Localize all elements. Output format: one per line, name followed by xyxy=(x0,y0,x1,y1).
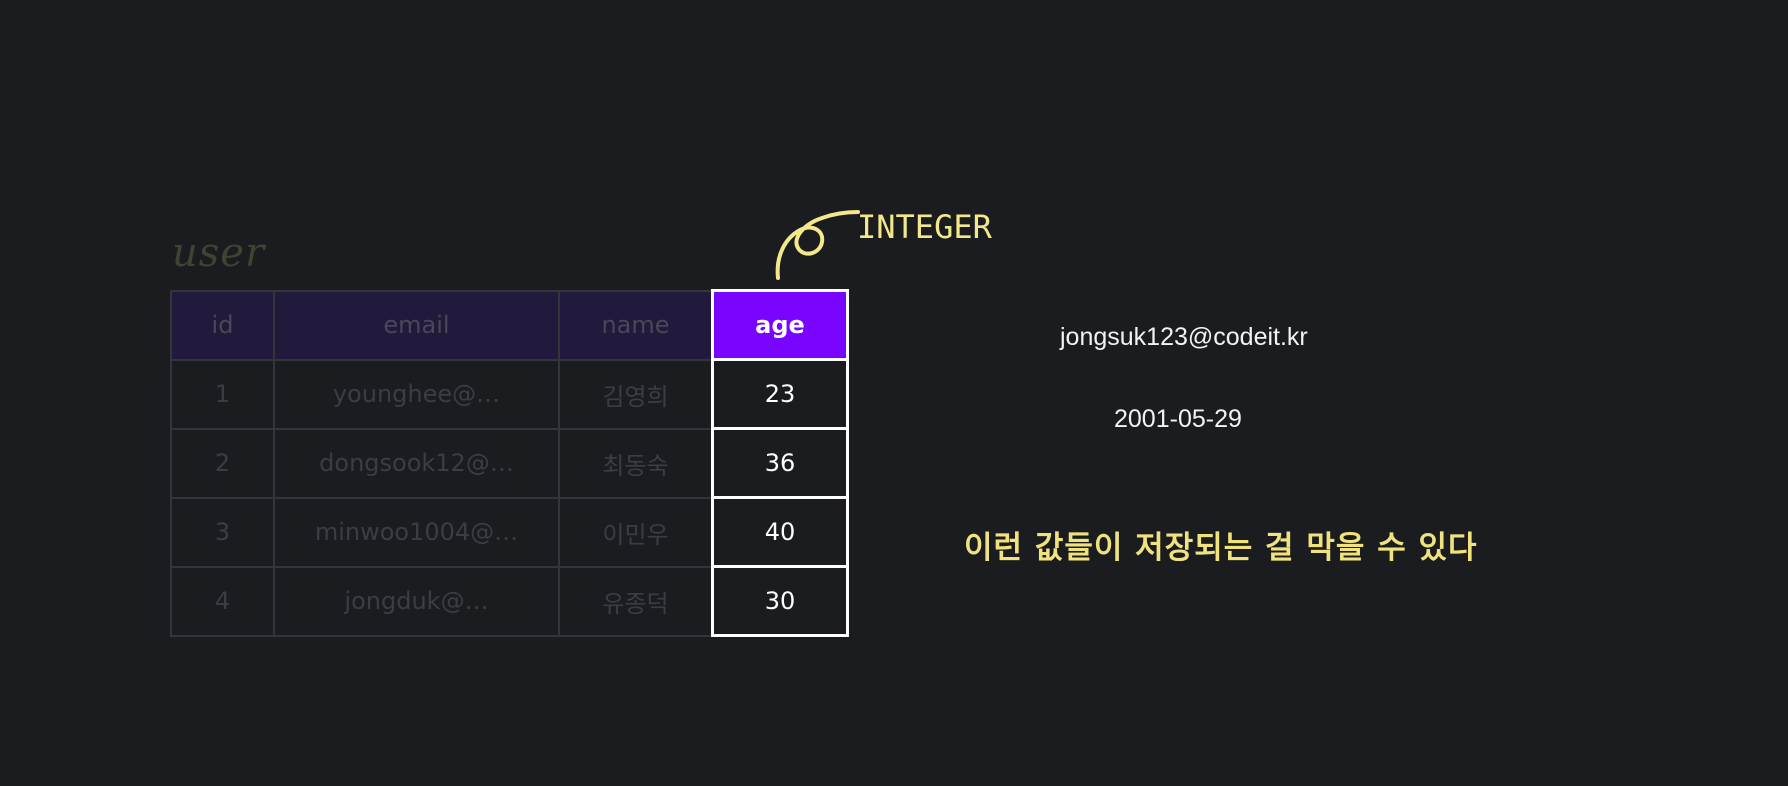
cell-email: dongsook12@… xyxy=(273,427,560,499)
column-header-email: email xyxy=(273,289,560,361)
cell-email: younghee@… xyxy=(273,358,560,430)
example-email-value: jongsuk123@codeit.kr xyxy=(1060,323,1308,351)
cell-age: 23 xyxy=(711,358,849,430)
column-header-age: age xyxy=(711,289,849,361)
column-header-name: name xyxy=(558,289,714,361)
cell-id: 3 xyxy=(170,496,275,568)
user-table: id email name age 1 younghee@… 김영희 23 2 … xyxy=(170,289,849,637)
cell-id: 1 xyxy=(170,358,275,430)
cell-name: 최동숙 xyxy=(558,427,714,499)
cell-name: 이민우 xyxy=(558,496,714,568)
table-row: 2 dongsook12@… 최동숙 36 xyxy=(170,427,849,499)
cell-email: jongduk@… xyxy=(273,565,560,637)
table-row: 3 minwoo1004@… 이민우 40 xyxy=(170,496,849,568)
table-header-row: id email name age xyxy=(170,289,849,361)
cell-id: 2 xyxy=(170,427,275,499)
cell-name: 김영희 xyxy=(558,358,714,430)
cell-age: 40 xyxy=(711,496,849,568)
cell-id: 4 xyxy=(170,565,275,637)
table-title: user xyxy=(172,230,266,276)
curl-arrow-icon xyxy=(775,210,860,280)
cell-age: 36 xyxy=(711,427,849,499)
cell-name: 유종덕 xyxy=(558,565,714,637)
annotation-note: 이런 값들이 저장되는 걸 막을 수 있다 xyxy=(964,530,1478,566)
column-header-id: id xyxy=(170,289,275,361)
example-date-value: 2001-05-29 xyxy=(1114,405,1242,433)
table-row: 1 younghee@… 김영희 23 xyxy=(170,358,849,430)
cell-email: minwoo1004@… xyxy=(273,496,560,568)
cell-age: 30 xyxy=(711,565,849,637)
table-row: 4 jongduk@… 유종덕 30 xyxy=(170,565,849,637)
type-label: INTEGER xyxy=(857,208,992,246)
